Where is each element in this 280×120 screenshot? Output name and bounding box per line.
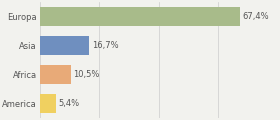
Bar: [39, 7, 241, 26]
Text: 16,7%: 16,7%: [92, 41, 118, 50]
Bar: [39, 94, 56, 113]
Bar: [39, 36, 89, 55]
Text: 10,5%: 10,5%: [73, 70, 100, 79]
Text: 5,4%: 5,4%: [58, 99, 79, 108]
Text: 67,4%: 67,4%: [243, 12, 269, 21]
Bar: [39, 65, 71, 84]
